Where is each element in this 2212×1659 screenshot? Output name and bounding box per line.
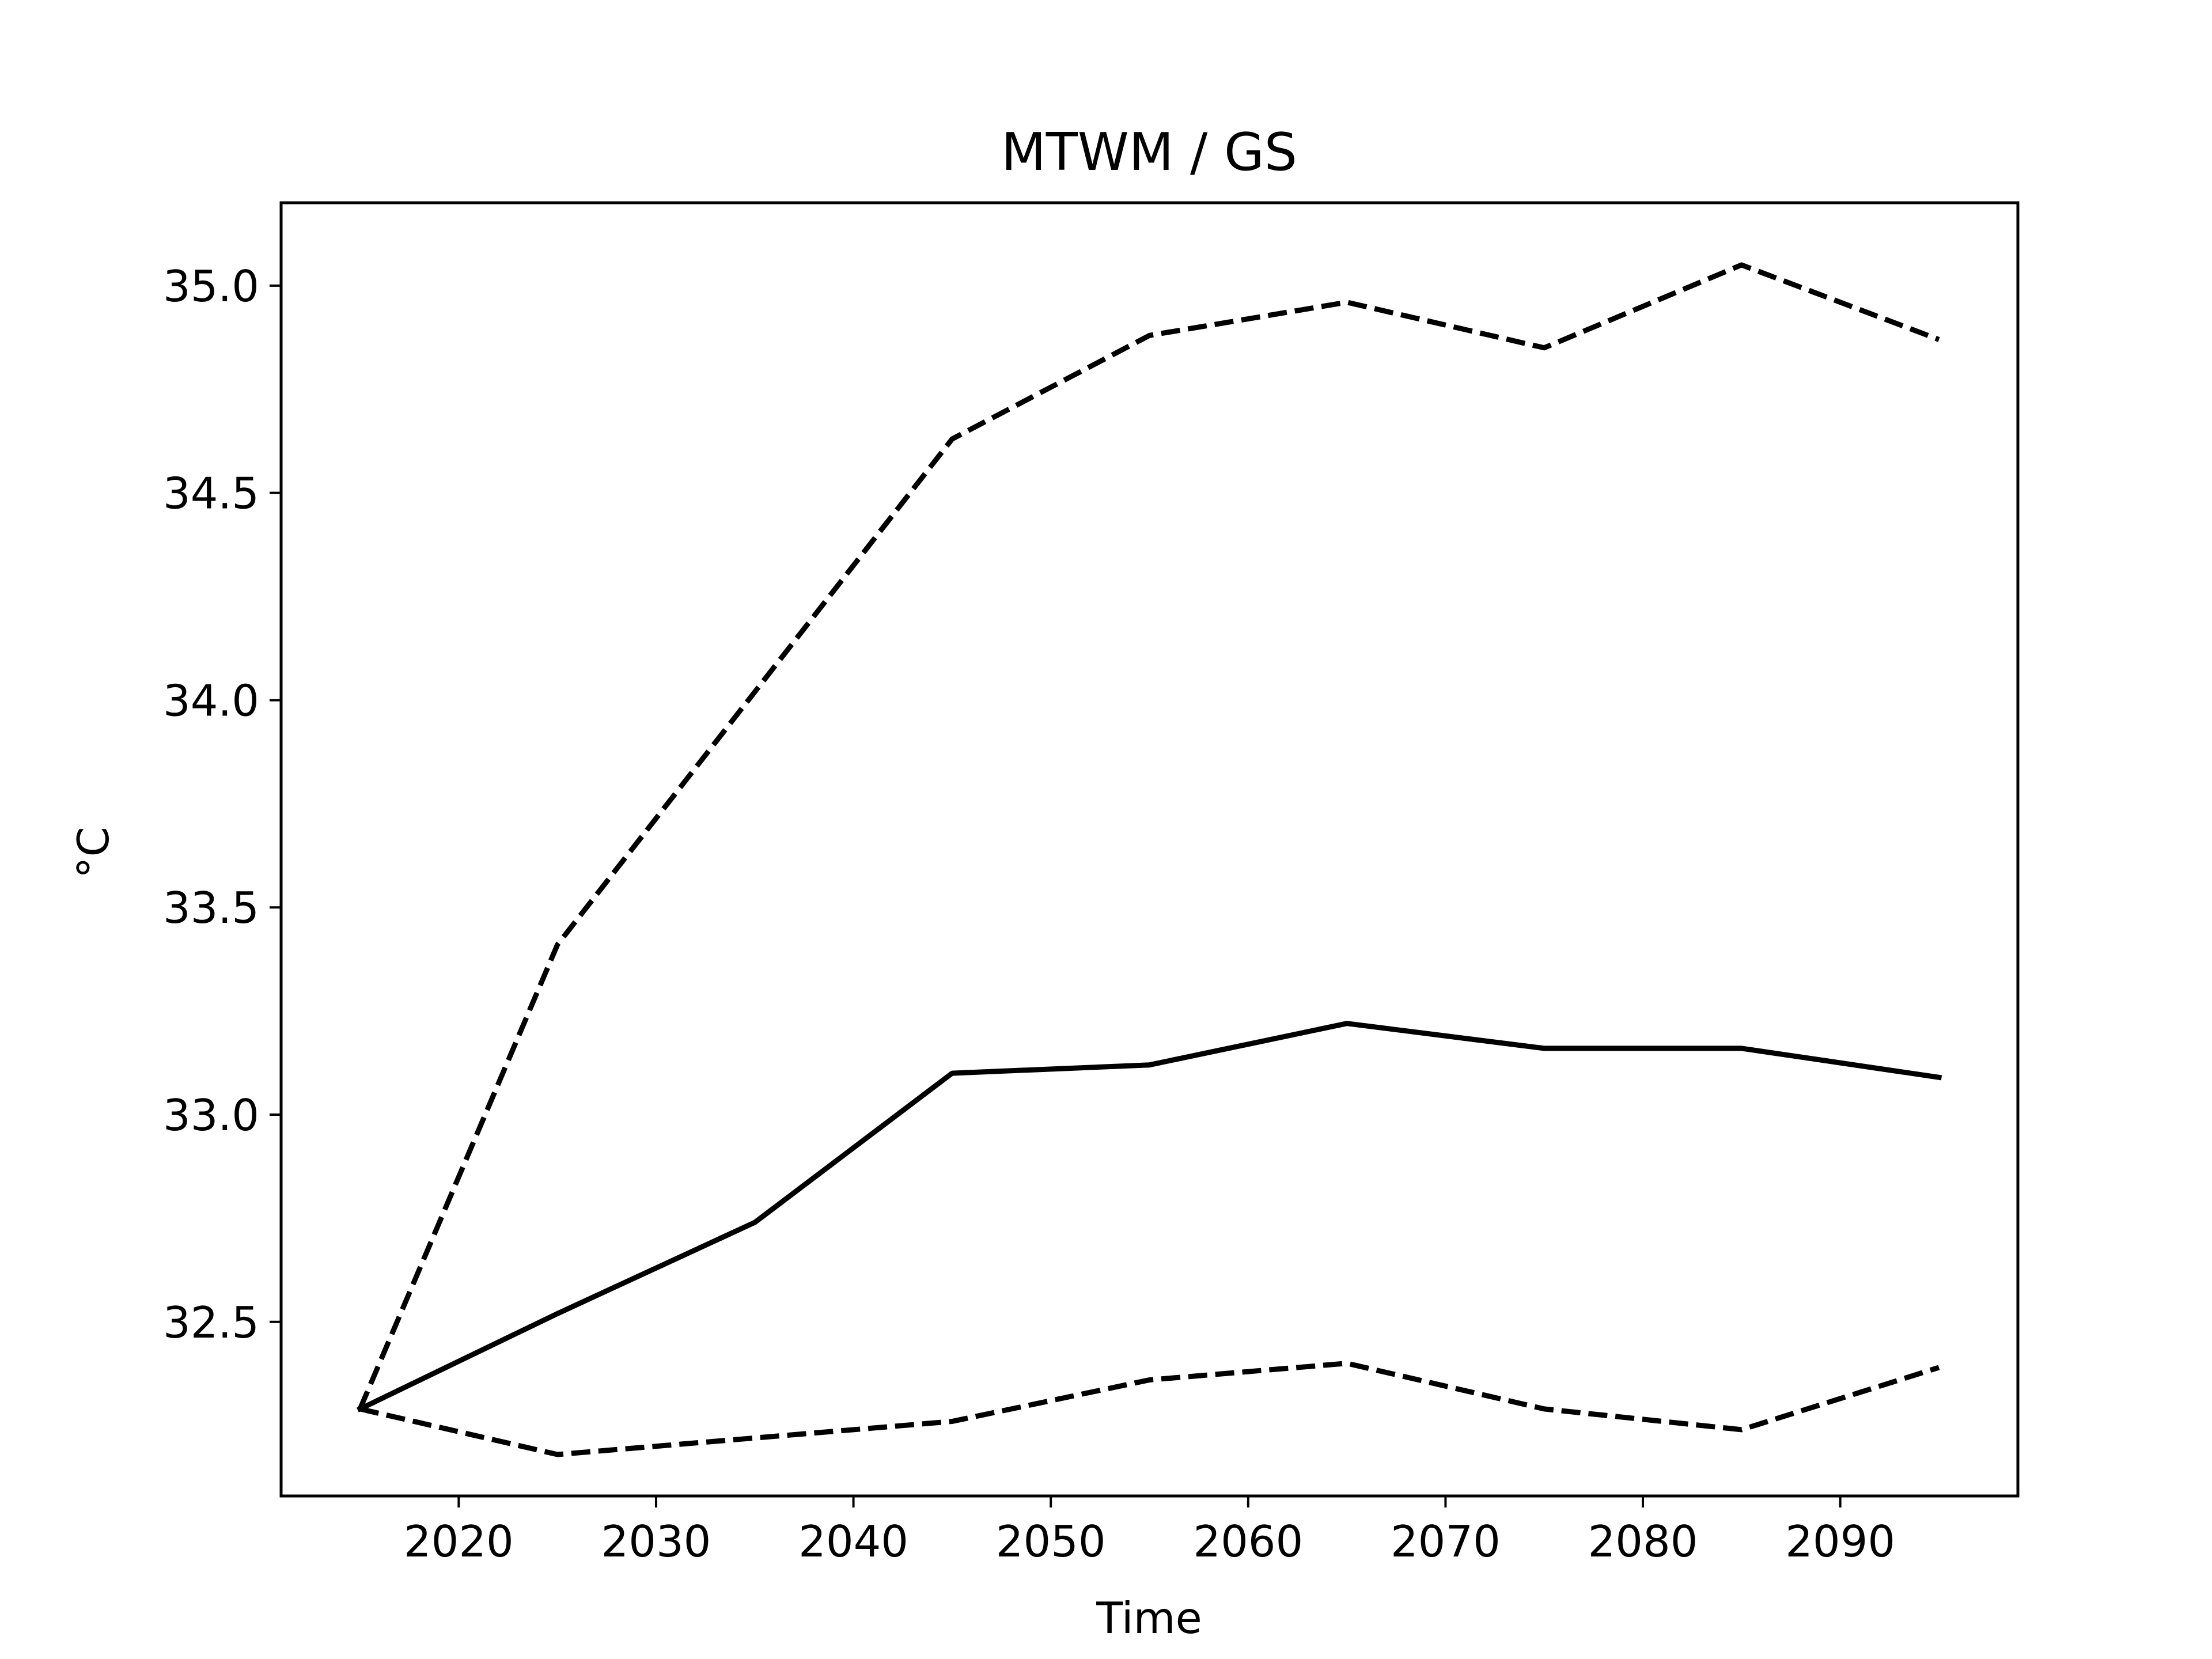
x-tick-label: 2030 (601, 1516, 711, 1567)
series-line-2-dashed (357, 262, 1940, 1410)
x-tick-label: 2060 (1193, 1516, 1303, 1567)
x-tick-label: 2050 (996, 1516, 1106, 1567)
y-tick-label: 33.0 (163, 1090, 259, 1141)
y-tick-label: 34.0 (163, 675, 259, 726)
x-tick-label: 2020 (404, 1516, 514, 1567)
x-axis-label: Time (1096, 1593, 1202, 1643)
y-tick-label: 34.5 (163, 468, 259, 519)
plot-frame (279, 201, 2020, 1498)
x-tick-label: 2040 (798, 1516, 908, 1567)
y-tick-label: 35.0 (163, 261, 259, 312)
y-tick-label: 33.5 (163, 882, 259, 933)
x-tick-label: 2070 (1391, 1516, 1501, 1567)
x-axis: 2020 2030 2040 2050 2060 2070 2080 2090 (404, 1496, 1895, 1567)
x-tick-label: 2080 (1588, 1516, 1698, 1567)
series-line-1-solid (356, 1021, 1942, 1412)
chart-title: MTWM / GS (1001, 122, 1297, 183)
y-axis-label: °C (68, 827, 119, 878)
y-tick-label: 32.5 (163, 1297, 259, 1348)
series-line-3-dashed (359, 1361, 1940, 1457)
x-tick-label: 2090 (1785, 1516, 1895, 1567)
plot-area (356, 262, 1942, 1457)
y-axis: 32.5 33.0 33.5 34.0 34.5 35.0 (163, 261, 281, 1348)
